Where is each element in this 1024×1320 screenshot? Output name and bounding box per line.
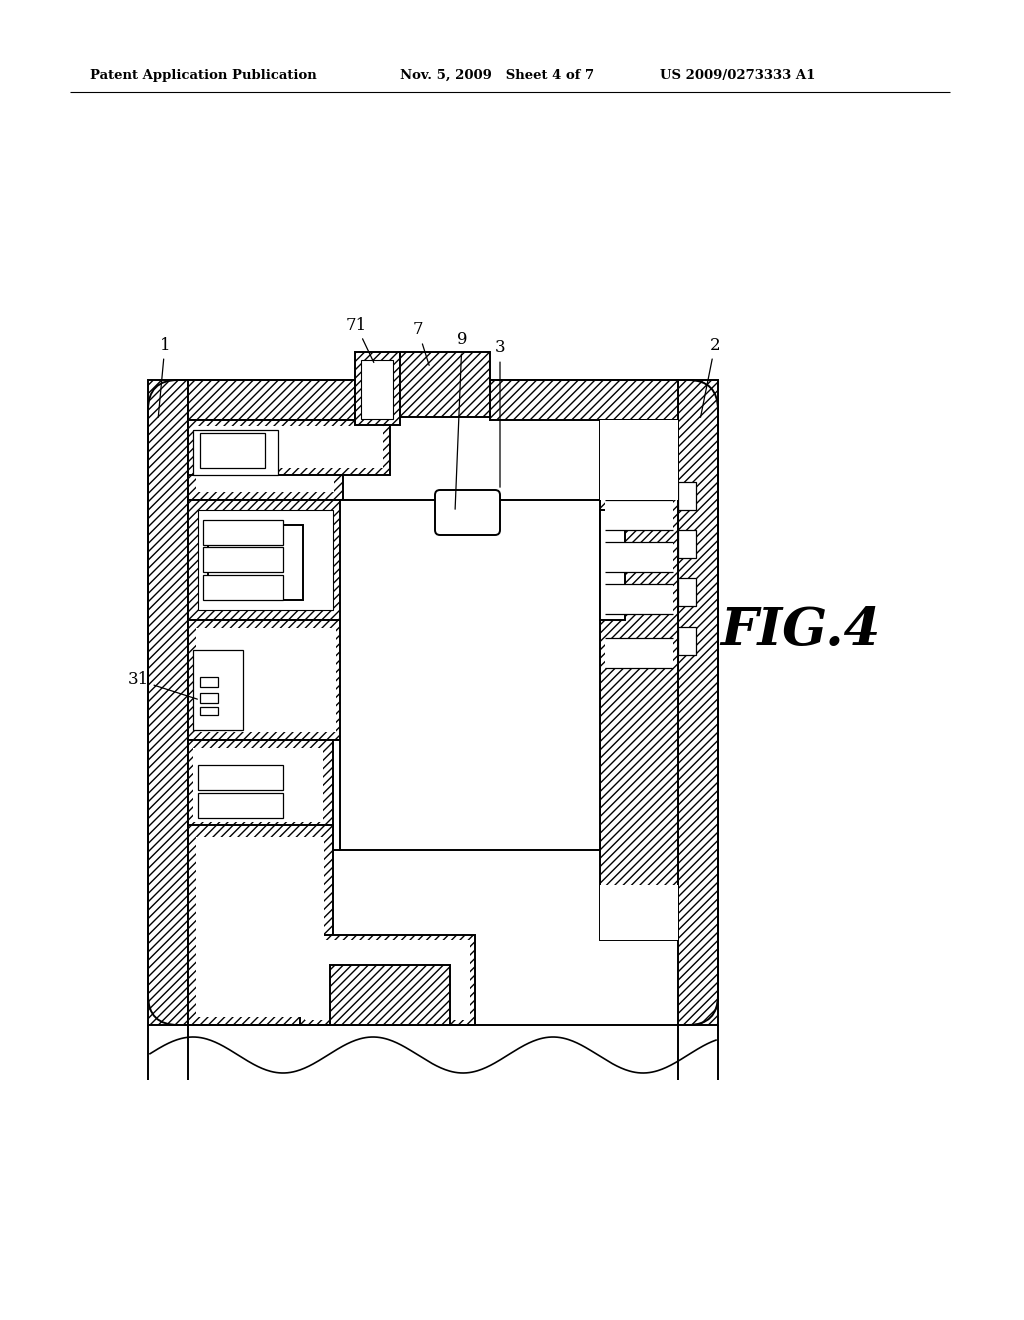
Bar bbox=[198, 793, 283, 818]
Bar bbox=[678, 482, 696, 510]
Bar bbox=[300, 935, 475, 1026]
Bar bbox=[193, 430, 278, 475]
Text: 3: 3 bbox=[495, 339, 505, 487]
Bar bbox=[208, 525, 303, 601]
Bar bbox=[203, 576, 283, 601]
Bar bbox=[203, 520, 283, 545]
Bar bbox=[400, 352, 490, 417]
Bar bbox=[600, 510, 625, 620]
Bar bbox=[193, 748, 323, 822]
FancyBboxPatch shape bbox=[435, 490, 500, 535]
Bar bbox=[188, 825, 333, 1026]
Bar bbox=[198, 510, 333, 610]
Bar bbox=[196, 628, 336, 733]
Bar bbox=[203, 546, 283, 572]
Bar bbox=[203, 517, 318, 602]
Bar bbox=[188, 620, 343, 741]
Bar bbox=[340, 500, 600, 850]
Bar bbox=[198, 766, 283, 789]
Text: 31: 31 bbox=[127, 672, 198, 700]
Bar bbox=[490, 380, 678, 420]
Text: 71: 71 bbox=[345, 317, 374, 363]
Bar bbox=[188, 741, 333, 830]
Bar bbox=[188, 500, 348, 620]
Bar bbox=[605, 543, 673, 572]
Bar bbox=[678, 627, 696, 655]
Bar bbox=[200, 677, 218, 686]
Bar bbox=[605, 638, 673, 668]
Text: 9: 9 bbox=[455, 331, 467, 510]
Text: US 2009/0273333 A1: US 2009/0273333 A1 bbox=[660, 69, 815, 82]
Text: 1: 1 bbox=[159, 337, 170, 417]
Bar bbox=[605, 583, 673, 614]
Bar bbox=[678, 531, 696, 558]
Bar bbox=[188, 420, 343, 500]
Bar bbox=[361, 360, 393, 418]
Bar bbox=[678, 380, 718, 1026]
Bar bbox=[600, 884, 678, 940]
Bar bbox=[200, 708, 218, 715]
Bar bbox=[355, 352, 400, 425]
Bar bbox=[196, 428, 334, 492]
Text: FIG.4: FIG.4 bbox=[720, 605, 881, 656]
Bar bbox=[188, 420, 390, 475]
Bar bbox=[605, 500, 673, 531]
Bar bbox=[678, 578, 696, 606]
Bar bbox=[330, 965, 450, 1026]
Bar bbox=[196, 837, 324, 1016]
Bar bbox=[600, 420, 678, 500]
Text: 2: 2 bbox=[700, 337, 720, 417]
Bar bbox=[188, 380, 355, 420]
Bar bbox=[600, 420, 678, 940]
Text: Patent Application Publication: Patent Application Publication bbox=[90, 69, 316, 82]
Text: Nov. 5, 2009   Sheet 4 of 7: Nov. 5, 2009 Sheet 4 of 7 bbox=[400, 69, 594, 82]
Bar bbox=[200, 433, 265, 469]
Text: 7: 7 bbox=[413, 322, 429, 366]
Bar bbox=[194, 426, 383, 469]
Bar bbox=[148, 380, 188, 1026]
Bar bbox=[305, 940, 470, 1020]
Bar bbox=[193, 649, 243, 730]
Bar bbox=[200, 693, 218, 704]
